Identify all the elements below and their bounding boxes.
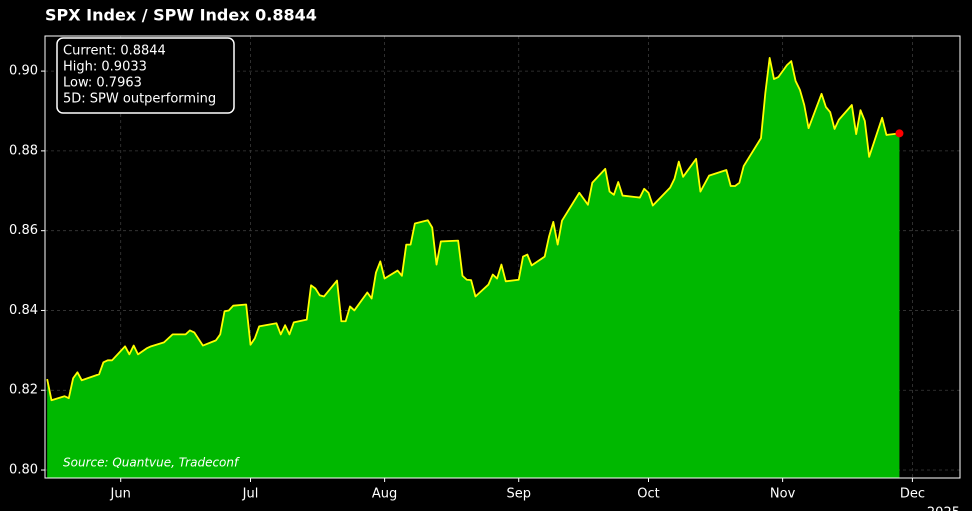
x-tick-label: Jun [110, 487, 131, 502]
plot-frame [44, 35, 961, 479]
annotation-line: High: 0.9033 [63, 60, 147, 75]
x-tick-label: Oct [637, 487, 659, 502]
annotation-line: Current: 0.8844 [63, 44, 166, 59]
y-tick-label: 0.90 [9, 64, 38, 79]
annotation-line: Low: 0.7963 [63, 76, 142, 91]
annotation-line: 5D: SPW outperforming [63, 92, 216, 107]
annotation-box [56, 37, 235, 114]
x-tick-label: Nov [770, 487, 796, 502]
y-tick-label: 0.84 [9, 303, 38, 318]
chart-title: SPX Index / SPW Index 0.8844 [45, 6, 317, 25]
line [46, 57, 900, 402]
x-axis-year: 2025 [927, 506, 960, 511]
last-point-marker [895, 129, 904, 138]
y-tick-label: 0.88 [9, 143, 38, 158]
x-tick-label: Jul [242, 487, 259, 502]
area-fill [47, 57, 900, 478]
y-tick-label: 0.82 [9, 383, 38, 398]
x-tick-label: Dec [900, 487, 925, 502]
source-note: Source: Quantvue, Tradeconf [63, 456, 240, 470]
x-tick-label: Aug [372, 487, 397, 502]
y-tick-label: 0.80 [9, 463, 38, 478]
y-tick-label: 0.86 [9, 223, 38, 238]
x-tick-label: Sep [506, 487, 531, 502]
